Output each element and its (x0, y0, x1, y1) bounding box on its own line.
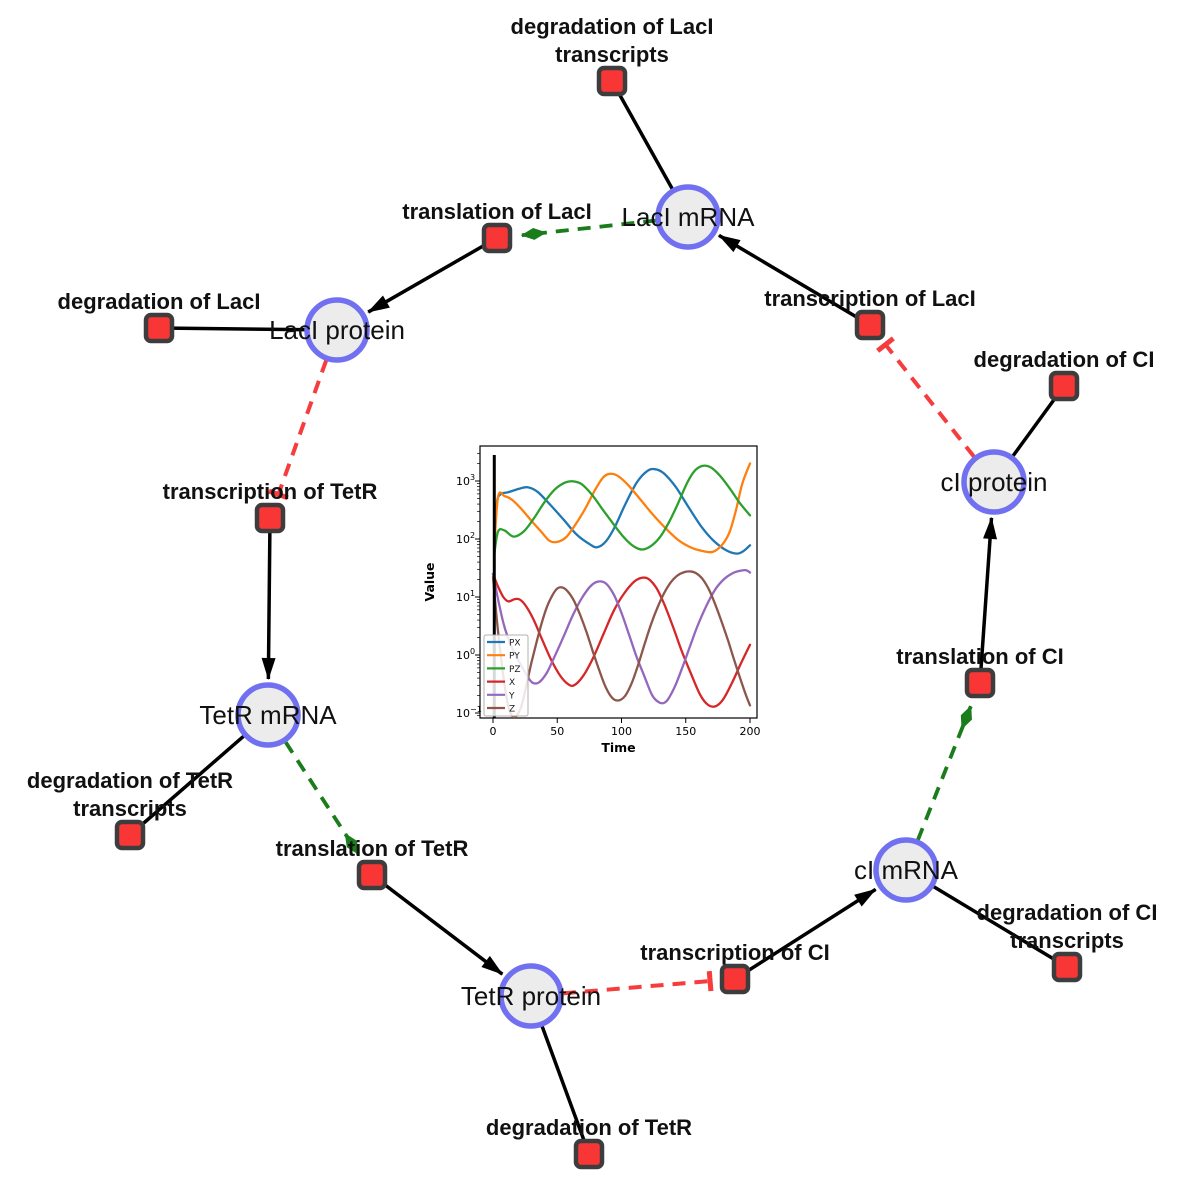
y-tick-label: 10−1 (456, 705, 482, 720)
edge-modifier-tetR_mRNA-to-tl_tetR (283, 740, 360, 856)
series-line-PY (493, 462, 752, 554)
x-tick-label: 50 (550, 725, 564, 738)
series-line-PX (493, 467, 752, 555)
reaction-label-tl_tetR-line1: translation of TetR (276, 836, 469, 861)
reaction-node-tl_cI (964, 667, 996, 699)
reaction-node-tl_lacI (481, 222, 513, 254)
reaction-label-tl_lacI-line1: translation of LacI (402, 199, 591, 224)
reaction-node-deg_lacI_tr (596, 65, 628, 97)
edge-inhibition-lacI_protein-to-tr_tetR (268, 359, 329, 501)
species-label-tetR_protein: TetR protein (461, 981, 601, 1011)
reaction-label-tr_tetR-line1: transcription of TetR (163, 479, 378, 504)
legend-label-Y: Y (508, 691, 515, 701)
edge-modifier-cI_mRNA-to-tl_cI (916, 705, 973, 841)
edge-production-tr_lacI-to-lacI_mRNA (718, 233, 871, 327)
reaction-node-deg_cI (1048, 370, 1080, 402)
labels-layer: degradation of LacI transcripts translatio… (27, 14, 1158, 1140)
reaction-label-tr_lacI-line1: transcription of LacI (764, 286, 975, 311)
x-tick-label: 150 (675, 725, 696, 738)
reaction-label-deg_lacI_tr-line2: transcripts (555, 42, 669, 67)
species-label-tetR_mRNA: TetR mRNA (199, 700, 337, 730)
species-node-lacI_mRNA (655, 184, 721, 250)
reaction-node-deg_tetR_tr (114, 819, 146, 851)
species-node-tetR_mRNA (235, 682, 301, 748)
y-tick-label: 102 (456, 531, 475, 546)
reaction-node-deg_cI_tr (1051, 951, 1083, 983)
y-axis-label: Value (422, 562, 437, 601)
series-line-Y (491, 568, 752, 705)
edge-production-tl_lacI-to-lacI_protein (367, 236, 498, 314)
reaction-label-deg_cI_tr-line1: degradation of CI (977, 900, 1158, 925)
reaction-node-tr_tetR (254, 502, 286, 534)
reaction-node-tl_tetR (356, 859, 388, 891)
edge-modifier-lacI_mRNA-to-tl_lacI (520, 218, 657, 240)
reaction-label-deg_tetR_tr-line2: transcripts (73, 796, 187, 821)
y-tick-label: 101 (456, 589, 475, 604)
edge-production-tr_tetR-to-tetR_mRNA (261, 517, 276, 681)
series-line-Z (491, 570, 752, 718)
chart-tick-labels: 0 50 100 150 200 103 102 101 100 10−1 (456, 473, 761, 738)
species-node-tetR_protein (498, 963, 564, 1029)
x-tick-label: 200 (740, 725, 761, 738)
reaction-label-tr_cI-line1: transcription of CI (640, 940, 829, 965)
y-tick-label: 100 (456, 647, 475, 662)
edge-inhibition-tetR_protein-to-tr_cI (562, 970, 714, 996)
chart-ticks (475, 452, 751, 723)
series-line-X (491, 572, 752, 708)
legend-label-PY: PY (509, 652, 520, 662)
reaction-node-deg_tetR (573, 1138, 605, 1170)
species-node-cI_protein (961, 449, 1027, 515)
y-tick-label: 103 (456, 473, 475, 488)
edge-production-tl_tetR-to-tetR_protein (370, 873, 504, 976)
nodes-layer (114, 65, 1083, 1170)
reaction-label-deg_cI-line1: degradation of CI (974, 347, 1155, 372)
species-node-cI_mRNA (873, 837, 939, 903)
simulation-inset-chart: 0 50 100 150 20010310210110010−1TimeValuePXP… (422, 445, 761, 755)
reaction-label-deg_lacI_tr-line1: degradation of LacI (511, 14, 714, 39)
species-label-cI_mRNA: cI mRNA (854, 855, 959, 885)
chart-series-layer (491, 462, 752, 718)
reaction-node-deg_lacI (143, 312, 175, 344)
legend-label-Z: Z (509, 705, 515, 715)
legend-label-PX: PX (509, 639, 521, 649)
chart-legend: PX PY PZ XYZ (483, 634, 529, 717)
species-label-lacI_protein: LacI protein (269, 315, 405, 345)
edge-production-tl_cI-to-cI_protein (978, 516, 998, 684)
reaction-label-deg_cI_tr-line2: transcripts (1010, 928, 1124, 953)
edge-production-tr_cI-to-cI_mRNA (734, 887, 877, 981)
reaction-node-tr_lacI (854, 309, 886, 341)
legend-label-PZ: PZ (509, 665, 521, 675)
reaction-label-deg_tetR-line1: degradation of TetR (486, 1115, 692, 1140)
x-tick-label: 0 (490, 725, 497, 738)
legend-label-X: X (509, 678, 515, 688)
reaction-node-tr_cI (719, 963, 751, 995)
species-label-lacI_mRNA: LacI mRNA (622, 202, 756, 232)
edge-inhibition-cI_protein-to-tr_lacI (876, 336, 976, 459)
species-node-lacI_protein (304, 297, 370, 363)
legend-box (483, 634, 529, 717)
series-line-PZ (493, 464, 752, 556)
chart-axes-frame (479, 445, 758, 719)
x-tick-label: 100 (611, 725, 632, 738)
reaction-label-deg_lacI-line1: degradation of LacI (58, 289, 261, 314)
reaction-label-tl_cI-line1: translation of CI (896, 644, 1063, 669)
reaction-label-deg_tetR_tr-line1: degradation of TetR (27, 768, 233, 793)
x-axis-label: Time (601, 740, 635, 755)
species-label-cI_protein: cI protein (941, 467, 1048, 497)
